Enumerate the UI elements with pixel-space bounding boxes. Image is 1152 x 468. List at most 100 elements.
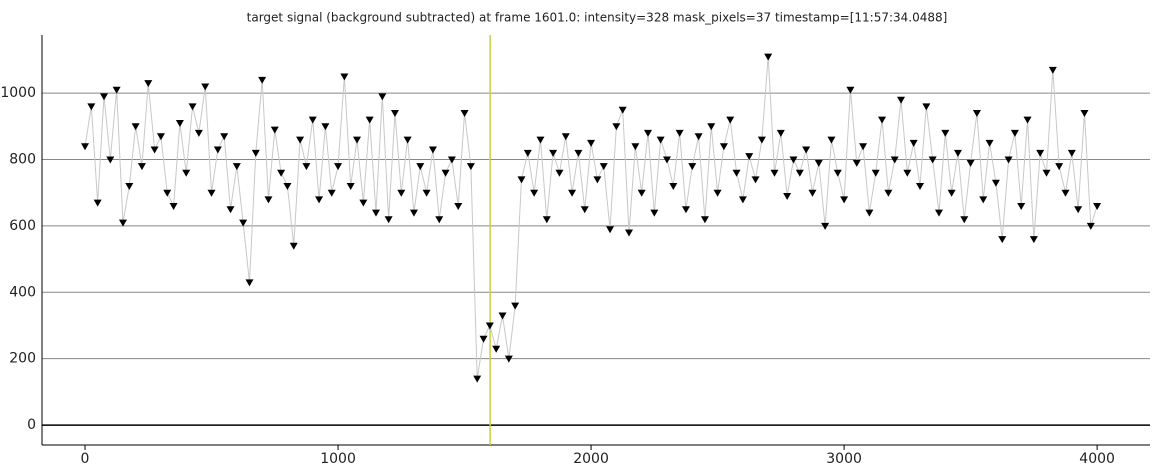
point-marker [371,209,380,217]
point-marker [852,159,861,167]
point-marker [814,159,823,167]
point-marker [1017,202,1026,210]
point-marker [631,143,640,151]
point-marker [922,103,931,111]
point-marker [637,189,646,197]
point-marker [245,279,254,287]
point-marker [327,189,336,197]
point-marker [422,189,431,197]
point-marker [1029,236,1038,244]
y-tick-label: 200 [9,351,36,367]
point-marker [694,133,703,141]
point-marker [700,216,709,224]
point-marker [87,103,96,111]
point-marker [966,159,975,167]
point-marker [878,116,887,124]
point-marker [321,123,330,131]
point-marker [99,93,108,101]
point-marker [985,139,994,147]
point-marker [220,133,229,141]
point-marker [523,149,532,157]
point-marker [504,355,513,363]
chart-title: target signal (background subtracted) at… [247,11,948,25]
point-marker [498,312,507,320]
point-marker [163,189,172,197]
point-marker [897,96,906,104]
point-marker [1048,66,1057,74]
point-marker [384,216,393,224]
point-marker [289,242,298,250]
point-marker [1080,110,1089,118]
point-marker [106,156,115,164]
point-marker [555,169,564,177]
point-marker [934,209,943,217]
point-marker [909,139,918,147]
point-marker [707,123,716,131]
x-tick-label: 1000 [320,451,356,467]
point-marker [960,216,969,224]
point-marker [296,136,305,144]
point-marker [928,156,937,164]
point-marker [175,119,184,127]
point-marker [865,209,874,217]
point-marker [93,199,102,207]
point-marker [283,183,292,191]
y-tick-label: 1000 [0,85,36,101]
point-marker [365,116,374,124]
point-marker [201,83,210,91]
point-marker [941,129,950,137]
point-marker [390,110,399,118]
point-marker [568,189,577,197]
point-marker [783,193,792,201]
point-marker [156,133,165,141]
point-marker [447,156,456,164]
point-marker [979,196,988,204]
point-marker [808,189,817,197]
point-marker [1023,116,1032,124]
point-marker [346,183,355,191]
point-marker [991,179,1000,187]
x-tick-label: 4000 [1079,451,1115,467]
point-marker [802,146,811,154]
point-marker [403,136,412,144]
point-marker [188,103,197,111]
point-marker [1074,206,1083,214]
point-marker [1093,202,1102,210]
point-marker [972,110,981,118]
point-marker [915,183,924,191]
point-marker [827,136,836,144]
point-marker [302,163,311,171]
point-marker [1004,156,1013,164]
point-marker [549,149,558,157]
point-marker [207,189,216,197]
x-tick-label: 3000 [826,451,862,467]
point-marker [194,129,203,137]
point-marker [131,123,140,131]
point-marker [574,149,583,157]
point-marker [226,206,235,214]
point-marker [776,129,785,137]
point-marker [118,219,127,227]
y-tick-label: 600 [9,218,36,234]
point-marker [662,156,671,164]
point-marker [353,136,362,144]
point-marker [258,76,267,84]
point-marker [441,169,450,177]
point-marker [953,149,962,157]
point-marker [846,86,855,94]
point-marker [150,146,159,154]
point-marker [669,183,678,191]
point-marker [213,146,222,154]
point-marker [137,163,146,171]
point-marker [745,153,754,161]
point-marker [625,229,634,237]
point-marker [239,219,248,227]
x-tick-label: 0 [81,451,90,467]
point-marker [1086,222,1095,230]
point-marker [840,196,849,204]
point-marker [884,189,893,197]
point-marker [833,169,842,177]
point-marker [795,169,804,177]
point-marker [681,206,690,214]
